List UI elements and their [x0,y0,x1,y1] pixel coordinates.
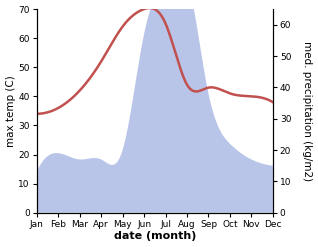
Y-axis label: max temp (C): max temp (C) [5,75,16,147]
X-axis label: date (month): date (month) [114,231,196,242]
Y-axis label: med. precipitation (kg/m2): med. precipitation (kg/m2) [302,41,313,181]
